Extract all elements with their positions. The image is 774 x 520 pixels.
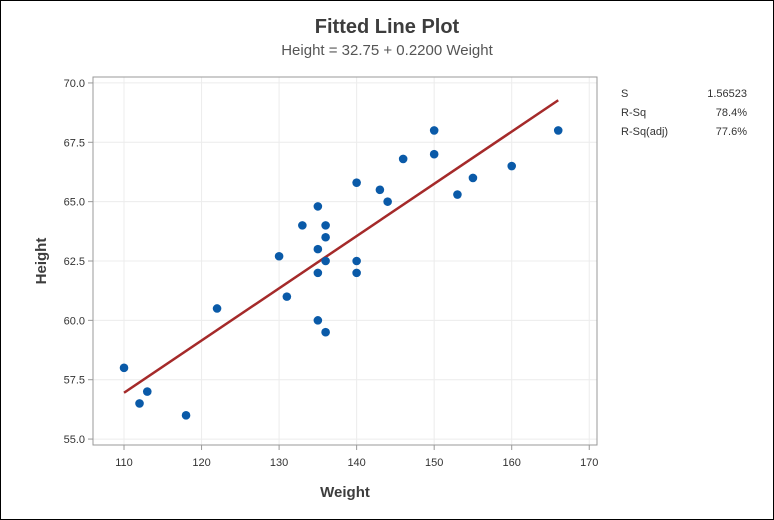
tick-layer: 110 120 130 140 150 160 170 55.0 57.5 60.0 62.5 65.… xyxy=(64,78,599,469)
x-tick-label: 150 xyxy=(425,457,443,469)
stat-row-rsq-adj: R-Sq(adj) 77.6% xyxy=(621,123,747,142)
data-point xyxy=(429,149,439,159)
data-point xyxy=(375,185,385,195)
x-tick-label: 140 xyxy=(347,457,365,469)
data-point xyxy=(274,251,284,261)
data-point xyxy=(313,202,323,211)
data-point xyxy=(212,304,222,313)
x-tick-label: 130 xyxy=(270,457,288,469)
data-point xyxy=(313,268,323,278)
y-tick-label: 57.5 xyxy=(64,375,85,387)
stat-row-s: S 1.56523 xyxy=(621,85,747,104)
data-point xyxy=(429,126,439,135)
y-tick-label: 65.0 xyxy=(64,197,85,209)
data-point xyxy=(453,190,462,199)
data-point xyxy=(352,268,361,278)
chart-subtitle: Height = 32.75 + 0.2200 Weight xyxy=(281,42,493,59)
y-axis-title: Height xyxy=(33,238,50,285)
data-point xyxy=(313,316,323,325)
x-axis-title: Weight xyxy=(320,484,370,501)
stat-label: R-Sq xyxy=(621,107,647,119)
data-point xyxy=(352,256,361,266)
data-point xyxy=(181,411,191,420)
x-tick-label: 170 xyxy=(580,457,598,469)
data-point xyxy=(468,173,478,183)
data-point xyxy=(321,256,330,266)
fit-line xyxy=(123,99,559,394)
y-tick-label: 70.0 xyxy=(64,78,85,90)
chart-title: Fitted Line Plot xyxy=(314,16,460,38)
stat-value: 78.4% xyxy=(715,107,747,119)
fit-line-layer xyxy=(123,99,559,394)
y-tick-label: 62.5 xyxy=(64,256,85,268)
data-point xyxy=(352,178,361,187)
stat-row-rsq: R-Sq 78.4% xyxy=(621,104,747,123)
y-tick-label: 55.0 xyxy=(64,434,85,446)
data-point xyxy=(119,363,129,373)
grid-layer xyxy=(93,77,597,445)
data-point xyxy=(553,126,563,135)
data-point xyxy=(383,197,392,206)
x-tick-label: 120 xyxy=(192,457,210,469)
data-point xyxy=(313,244,323,254)
stats-panel: S 1.56523 R-Sq 78.4% R-Sq(adj) 77.6% xyxy=(621,85,747,142)
y-tick-label: 60.0 xyxy=(64,315,85,327)
y-tick-label: 67.5 xyxy=(64,137,85,149)
x-tick-label: 110 xyxy=(115,457,133,469)
data-point xyxy=(398,154,408,164)
data-point xyxy=(135,399,144,408)
data-point xyxy=(321,327,330,337)
stat-value: 1.56523 xyxy=(707,88,747,100)
data-point xyxy=(142,387,152,396)
x-tick-label: 160 xyxy=(503,457,521,469)
stat-label: S xyxy=(621,88,629,100)
data-point xyxy=(282,292,292,301)
points-layer xyxy=(119,126,563,420)
data-point xyxy=(507,161,517,171)
stat-value: 77.6% xyxy=(715,126,747,138)
data-point xyxy=(321,221,330,230)
data-point xyxy=(321,232,330,242)
data-point xyxy=(298,221,307,230)
stat-label: R-Sq(adj) xyxy=(621,126,669,138)
